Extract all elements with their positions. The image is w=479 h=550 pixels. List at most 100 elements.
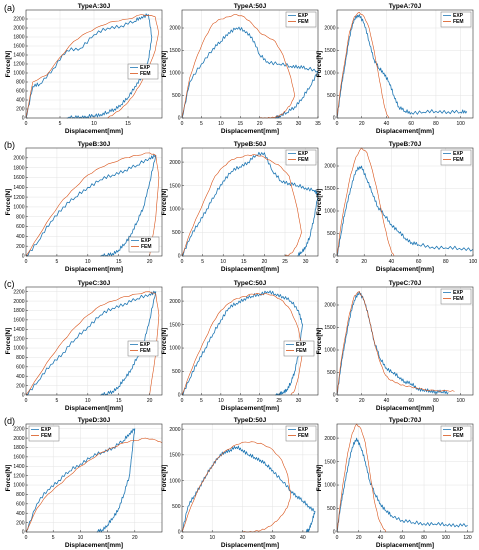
series-line-fem [25,152,160,257]
x-tick-label: 10 [78,535,84,541]
y-tick-label: 2200 [13,426,24,432]
x-tick-label: 30 [296,398,302,404]
y-tick-label: 200 [16,520,25,526]
x-tick-label: 15 [105,535,111,541]
y-tick-label: 2000 [169,26,180,32]
y-tick-label: 200 [16,244,25,250]
x-axis-label: Displacement[mm] [65,542,123,549]
x-tick-label: 0 [336,121,339,127]
y-tick-label: 800 [16,214,25,220]
plot-frame [336,423,474,533]
y-tick-label: 1200 [13,62,24,68]
x-tick-label: 40 [300,535,306,541]
y-tick-label: 0 [333,530,336,536]
y-tick-label: 0 [22,116,25,122]
x-tick-label: 20 [359,121,365,127]
x-tick-label: 0 [25,398,28,404]
x-tick-label: 60 [408,398,414,404]
x-tick-label: 10 [209,535,215,541]
x-tick-label: 100 [442,535,451,541]
y-tick-label: 1600 [13,175,24,181]
x-axis-label: Displacement[mm] [221,266,279,273]
y-tick-label: 1600 [13,455,24,461]
x-tick-label: 15 [241,259,247,265]
x-tick-label: 40 [384,398,390,404]
x-axis-label: Displacement[mm] [65,128,123,135]
legend-label-fem: FEM [140,71,151,77]
series-line-fem [181,441,292,533]
x-axis-label: Displacement[mm] [376,128,434,135]
y-tick-label: 2200 [13,17,24,23]
y-axis-label: Force[N] [161,189,168,216]
panel-title: TypeC:50J [234,280,267,287]
y-axis-label: Force[N] [316,51,323,78]
x-tick-label: 5 [59,121,62,127]
y-tick-label: 1800 [13,165,24,171]
y-tick-label: 1400 [13,464,24,470]
y-tick-label: 1200 [13,336,24,342]
legend-label-exp: EXP [453,13,464,19]
panel-typeb-50j: 0 5 10 15 20 25 30 0 500 1000 1500 2000 TypeB:50J Dis… [161,141,319,273]
row-label-d: (d) [4,416,15,426]
series-line-fem [336,147,395,257]
y-tick-label: 0 [178,116,181,122]
x-tick-label: 20 [361,259,367,265]
x-axis-label: Displacement[mm] [376,405,434,412]
panel-title: TypeB:70J [389,141,422,148]
y-tick-label: 2000 [324,303,335,309]
plot-area [26,424,162,532]
x-tick-label: 25 [282,259,288,265]
series-line-fem [336,423,387,533]
y-tick-label: 2000 [324,164,335,170]
y-tick-label: 2000 [13,26,24,32]
legend-label-exp: EXP [140,342,151,348]
panel-typea-70j: 0 20 40 60 80 1000500100015002000TypeA:70JDis… [316,3,474,135]
x-tick-label: 10 [85,398,91,404]
plot-frame [25,286,163,396]
y-tick-label: 2000 [169,299,180,305]
x-tick-label: 80 [421,535,427,541]
series-line-exp [336,437,468,533]
legend-label-fem: FEM [298,157,309,163]
y-tick-label: 1500 [324,325,335,331]
x-tick-label: 5 [52,535,55,541]
series-line-fem [25,291,160,396]
y-tick-label: 1600 [13,318,24,324]
series-line-fem [25,14,159,119]
panel-typec-50j: 0 5 10 15 20 25 30 0 500 1000 1500 2000 TypeC:50J Dis… [161,280,319,412]
row-label-c: (c) [4,279,15,289]
panel-title: TypeD:70J [389,417,422,424]
panel-typec-30j: 0 5 10 15 2002004006008001000120014001600180… [5,280,163,412]
plot-frame [181,9,319,119]
series-line-exp [336,165,474,257]
legend-label-fem: FEM [453,157,464,163]
x-tick-label: 5 [200,398,203,404]
panel-typed-50j: 0 10 20 30 40 0 500 1000 1500 2000 TypeD:50J Displa… [161,417,319,549]
panel-title: TypeD:50J [234,417,267,424]
x-tick-label: 0 [336,259,339,265]
x-tick-label: 0 [25,535,28,541]
y-tick-label: 500 [327,370,336,376]
x-tick-label: 0 [181,535,184,541]
plot-area [182,148,318,256]
y-axis-label: Force[N] [316,189,323,216]
plot-frame [181,286,319,396]
y-tick-label: 2200 [13,289,24,295]
x-tick-label: 20 [257,398,263,404]
y-tick-label: 0 [22,393,25,399]
x-tick-label: 15 [238,398,244,404]
y-tick-label: 500 [172,369,181,375]
panel-title: TypeC:30J [78,280,111,287]
y-tick-label: 600 [16,224,25,230]
y-tick-label: 800 [16,80,25,86]
plot-frame [181,423,319,533]
panels: 0 5 10 150200400600800100012001400160018002… [5,3,477,549]
x-tick-label: 35 [315,121,321,127]
y-tick-label: 600 [16,502,25,508]
y-tick-label: 1500 [324,48,335,54]
